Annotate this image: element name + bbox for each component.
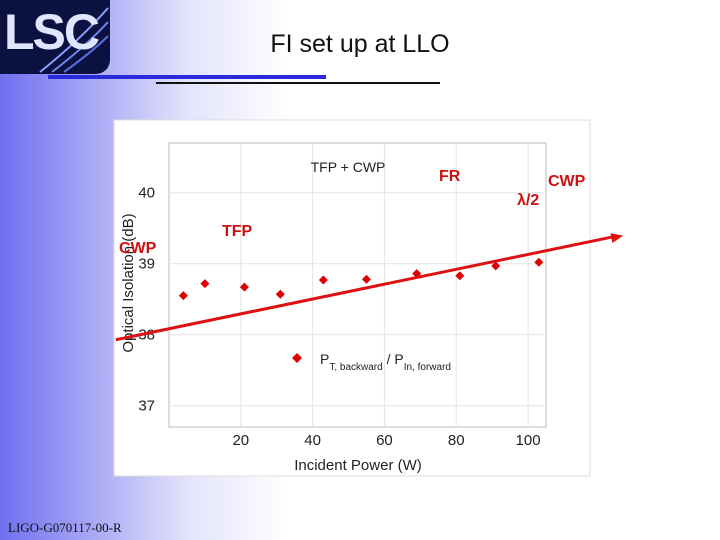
x-axis-label: Incident Power (W) bbox=[294, 457, 422, 474]
slide-title: FI set up at LLO bbox=[270, 30, 450, 58]
x-tick-label: 20 bbox=[232, 432, 249, 449]
trend-arrowhead bbox=[610, 233, 624, 243]
y-tick-label: 40 bbox=[138, 185, 155, 202]
data-point bbox=[534, 257, 544, 267]
title-underline-blue bbox=[48, 75, 326, 79]
y-tick-label: 39 bbox=[138, 256, 155, 273]
y-tick-label: 38 bbox=[138, 327, 155, 344]
data-point bbox=[200, 279, 210, 289]
trend-line bbox=[115, 235, 614, 342]
x-tick-label: 100 bbox=[516, 432, 541, 449]
cwp-right-label: CWP bbox=[548, 173, 586, 190]
logo-text: LSC bbox=[4, 4, 100, 60]
lsc-logo: LSC bbox=[0, 0, 110, 74]
legend-sub-backward: T, backward bbox=[329, 362, 382, 373]
chart-title: TFP + CWP bbox=[311, 159, 386, 175]
cwp-left-label: CWP bbox=[119, 240, 157, 257]
lambda-half-label: λ/2 bbox=[517, 192, 540, 209]
chart-panel bbox=[113, 119, 591, 477]
x-tick-labels: 20 40 60 80 100 bbox=[232, 432, 540, 449]
data-point bbox=[455, 271, 465, 281]
y-tick-labels: 37 38 39 40 bbox=[138, 185, 155, 415]
logo-swoosh-icon bbox=[39, 7, 109, 73]
fr-label: FR bbox=[439, 168, 461, 185]
data-point bbox=[491, 261, 501, 271]
x-tick-label: 80 bbox=[448, 432, 465, 449]
x-tick-label: 60 bbox=[376, 432, 393, 449]
svg-text:PT, backward / PIn, forward: PT, backward / PIn, forward bbox=[320, 351, 451, 373]
data-point bbox=[318, 275, 328, 285]
legend-marker bbox=[292, 353, 302, 363]
y-axis-label: Optical Isolation (dB) bbox=[120, 213, 137, 352]
footer-doc-id: LIGO-G070117-00-R bbox=[8, 520, 122, 535]
data-points bbox=[178, 257, 544, 301]
data-point bbox=[178, 291, 188, 301]
data-point bbox=[361, 274, 371, 284]
plot-area bbox=[168, 142, 547, 428]
tfp-label: TFP bbox=[222, 223, 253, 240]
legend-text-p: P bbox=[320, 351, 329, 367]
x-tick-label: 40 bbox=[304, 432, 321, 449]
data-point bbox=[239, 282, 249, 292]
data-point bbox=[275, 289, 285, 299]
legend-text-sep: / P bbox=[383, 351, 404, 367]
y-tick-label: 37 bbox=[138, 398, 155, 415]
legend-sub-forward: In, forward bbox=[404, 362, 451, 373]
legend: PT, backward / PIn, forward bbox=[292, 351, 451, 373]
title-underline-black bbox=[156, 82, 440, 84]
